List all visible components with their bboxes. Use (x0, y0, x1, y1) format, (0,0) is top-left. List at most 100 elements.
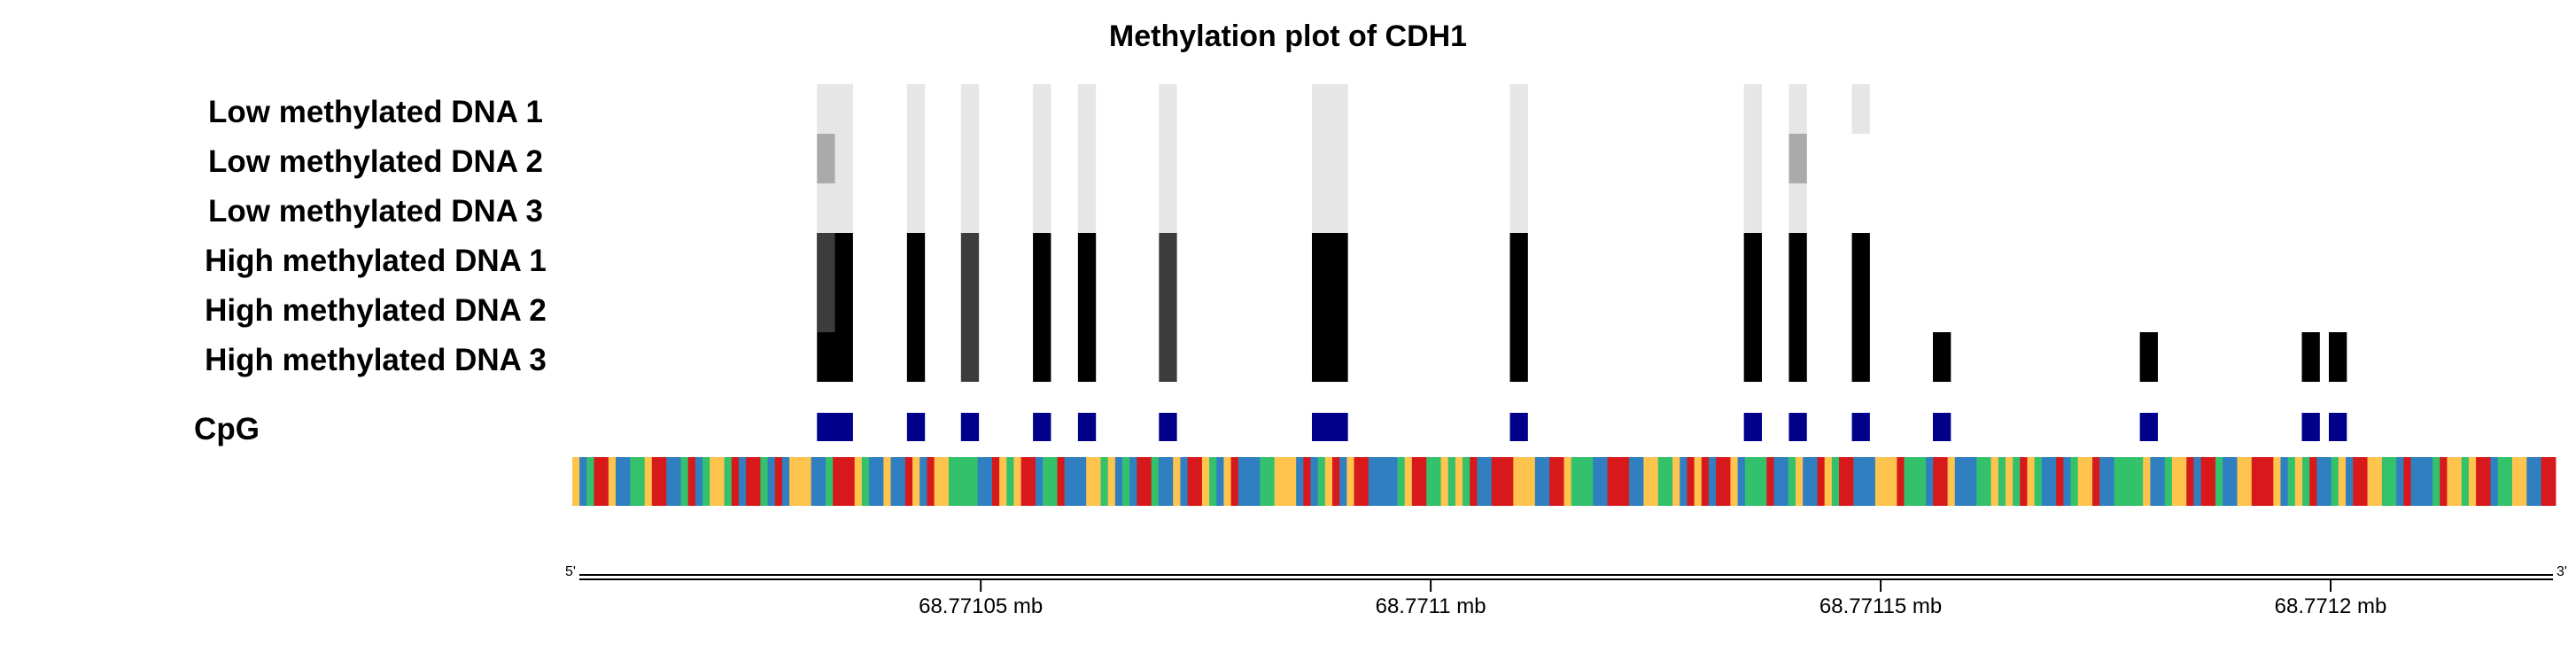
sequence-base (1643, 457, 1651, 506)
sequence-base (1549, 457, 1557, 506)
methylation-cell (1743, 233, 1762, 283)
x-tick-label: 68.7712 mb (2275, 594, 2387, 618)
cpg-site (1159, 413, 1177, 441)
sequence-base (991, 457, 1000, 506)
methylation-cell (1159, 84, 1177, 134)
sequence-base (2346, 457, 2354, 506)
sequence-base (1969, 457, 1977, 506)
sample-label: High methylated DNA 1 (205, 244, 547, 278)
sequence-base (2251, 457, 2260, 506)
sequence-base (1368, 457, 1377, 506)
sequence-base (869, 457, 877, 506)
methylation-cell (1851, 233, 1870, 283)
sequence-base (1107, 457, 1116, 506)
sequence-base (1614, 457, 1623, 506)
sequence-base (2389, 457, 2397, 506)
methylation-cell (1077, 183, 1097, 233)
methylation-cell (1788, 332, 1807, 382)
sequence-base (2084, 457, 2093, 506)
sequence-base (687, 457, 696, 506)
sequence-base (1766, 457, 1774, 506)
sequence-base (1057, 457, 1066, 506)
methylation-cell (1312, 84, 1348, 134)
sequence-base (1636, 457, 1644, 506)
methylation-cell (960, 134, 980, 183)
sequence-base (1593, 457, 1601, 506)
sequence-base (2048, 457, 2057, 506)
sequence-base (1230, 457, 1239, 506)
sample-label: High methylated DNA 2 (205, 293, 547, 328)
sequence-base (637, 457, 646, 506)
sequence-base (1498, 457, 1507, 506)
sequence-base (1303, 457, 1311, 506)
sequence-base (651, 457, 660, 506)
sequence-base (1324, 457, 1333, 506)
methylation-cell (817, 84, 853, 134)
sequence-base (1050, 457, 1058, 506)
sequence-base (941, 457, 950, 506)
sequence-base (1506, 457, 1514, 506)
sequence-base (854, 457, 863, 506)
sequence-base (616, 457, 624, 506)
sequence-base (1310, 457, 1319, 506)
x-tick-label: 68.7711 mb (1376, 594, 1486, 618)
methylation-cell (1743, 134, 1762, 183)
methylation-cell (906, 233, 926, 283)
sequence-base (1672, 457, 1680, 506)
cpg-site (1033, 413, 1051, 441)
sequence-base (1079, 457, 1087, 506)
sequence-base (1600, 457, 1608, 506)
methylation-cell (960, 183, 980, 233)
sequence-base (1223, 457, 1232, 506)
sequence-base (1129, 457, 1137, 506)
sequence-base (1397, 457, 1406, 506)
sequence-base (2483, 457, 2491, 506)
sequence-base (738, 457, 747, 506)
sequence-base (2143, 457, 2151, 506)
sequence-base (1281, 457, 1290, 506)
methylation-cell (1077, 134, 1097, 183)
sequence-base (1629, 457, 1637, 506)
sequence-base (1781, 457, 1789, 506)
sequence-base (970, 457, 979, 506)
methylation-cell (1033, 134, 1051, 183)
sequence-base (2511, 457, 2520, 506)
sequence-base (2005, 457, 2013, 506)
sequence-base (1737, 457, 1746, 506)
sequence-base (731, 457, 740, 506)
sequence-base (1296, 457, 1304, 506)
methylation-cell (1851, 283, 1870, 332)
sequence-base (2526, 457, 2534, 506)
sequence-base (1245, 457, 1253, 506)
sequence-base (1723, 457, 1731, 506)
methylation-cell (1033, 183, 1051, 233)
sequence-base (2280, 457, 2289, 506)
genomic-axis: 5' 3' 68.77105 mb 68.7711 mb 68.77115 mb 68… (565, 564, 2567, 618)
methylation-cell (1312, 183, 1348, 233)
sequence-base (818, 457, 826, 506)
sequence-base (2497, 457, 2506, 506)
sequence-base (2541, 457, 2549, 506)
sequence-base (1020, 457, 1029, 506)
methylation-cell (1077, 332, 1097, 382)
sequence-base (2128, 457, 2137, 506)
sequence-base (1694, 457, 1703, 506)
sequence-base (1650, 457, 1659, 506)
sequence-base (1216, 457, 1224, 506)
sequence-base (840, 457, 848, 506)
methylation-cell (2328, 332, 2347, 382)
sequence-base (1477, 457, 1486, 506)
sequence-base (2316, 457, 2324, 506)
sequence-base (1563, 457, 1572, 506)
sequence-base (1759, 457, 1767, 506)
sequence-base (890, 457, 899, 506)
sequence-base (2287, 457, 2296, 506)
sequence-base (1940, 457, 1948, 506)
sequence-base (1586, 457, 1594, 506)
sequence-base (803, 457, 812, 506)
sequence-base (1947, 457, 1956, 506)
sequence-base (1426, 457, 1434, 506)
sequence-base (1404, 457, 1413, 506)
sequence-base (1998, 457, 2006, 506)
sequence-base (2454, 457, 2463, 506)
